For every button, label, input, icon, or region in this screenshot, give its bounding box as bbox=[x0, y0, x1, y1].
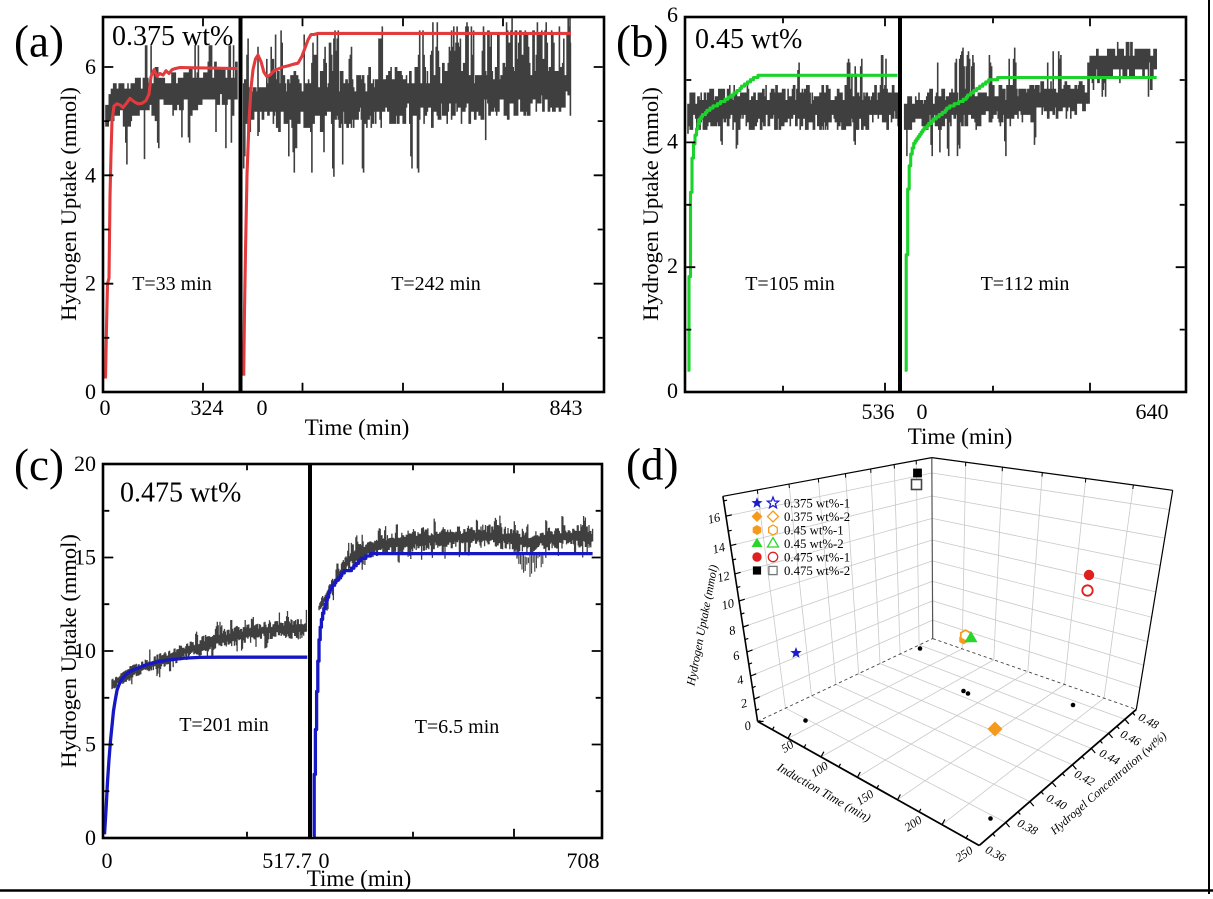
svg-text:0.45 wt%-2: 0.45 wt%-2 bbox=[784, 537, 844, 551]
svg-text:517.7: 517.7 bbox=[262, 848, 312, 873]
svg-text:(d): (d) bbox=[626, 440, 678, 490]
svg-text:Hydrogen Uptake (mmol): Hydrogen Uptake (mmol) bbox=[56, 534, 81, 768]
svg-text:Hydrogen Uptake (mmol): Hydrogen Uptake (mmol) bbox=[638, 87, 663, 321]
svg-text:(a): (a) bbox=[14, 17, 64, 67]
svg-text:0: 0 bbox=[85, 379, 96, 404]
svg-text:Time (min): Time (min) bbox=[305, 415, 410, 440]
svg-text:(b): (b) bbox=[616, 17, 668, 67]
svg-text:0.475 wt%-1: 0.475 wt%-1 bbox=[784, 551, 850, 565]
svg-text:4: 4 bbox=[667, 128, 678, 153]
svg-text:0.475 wt%: 0.475 wt% bbox=[120, 478, 241, 509]
svg-text:324: 324 bbox=[191, 395, 224, 420]
svg-text:(c): (c) bbox=[14, 440, 64, 490]
svg-text:0.375 wt%: 0.375 wt% bbox=[112, 21, 233, 52]
svg-text:T=105 min: T=105 min bbox=[745, 273, 835, 295]
svg-text:6: 6 bbox=[667, 2, 678, 27]
svg-text:Time (min): Time (min) bbox=[307, 866, 412, 891]
svg-text:2: 2 bbox=[85, 271, 96, 296]
svg-text:0: 0 bbox=[257, 395, 268, 420]
svg-text:4: 4 bbox=[85, 162, 96, 187]
svg-text:Hydrogen Uptake (mmol): Hydrogen Uptake (mmol) bbox=[56, 87, 81, 321]
svg-text:536: 536 bbox=[862, 399, 895, 424]
svg-text:843: 843 bbox=[550, 395, 583, 420]
svg-text:640: 640 bbox=[1136, 399, 1169, 424]
svg-text:0: 0 bbox=[667, 378, 678, 403]
svg-text:6: 6 bbox=[85, 54, 96, 79]
svg-text:0.45 wt%: 0.45 wt% bbox=[695, 24, 802, 55]
svg-text:708: 708 bbox=[567, 848, 600, 873]
svg-text:0.375 wt%-2: 0.375 wt%-2 bbox=[784, 510, 850, 524]
svg-text:2: 2 bbox=[667, 253, 678, 278]
svg-text:T=201 min: T=201 min bbox=[179, 714, 269, 736]
svg-text:T=112 min: T=112 min bbox=[981, 273, 1070, 295]
svg-text:20: 20 bbox=[74, 451, 96, 476]
svg-text:T=33 min: T=33 min bbox=[132, 273, 212, 295]
svg-text:T=6.5 min: T=6.5 min bbox=[415, 716, 500, 738]
svg-text:0.375 wt%-1: 0.375 wt%-1 bbox=[784, 497, 850, 511]
svg-text:T=242 min: T=242 min bbox=[391, 273, 481, 295]
svg-text:0: 0 bbox=[85, 825, 96, 850]
svg-text:0: 0 bbox=[100, 395, 111, 420]
svg-text:Time (min): Time (min) bbox=[908, 424, 1013, 449]
svg-text:0.45 wt%-1: 0.45 wt%-1 bbox=[784, 524, 844, 538]
svg-text:0.475 wt%-2: 0.475 wt%-2 bbox=[784, 564, 850, 578]
svg-text:0: 0 bbox=[917, 399, 928, 424]
svg-text:0: 0 bbox=[102, 848, 113, 873]
svg-text:5: 5 bbox=[85, 732, 96, 757]
